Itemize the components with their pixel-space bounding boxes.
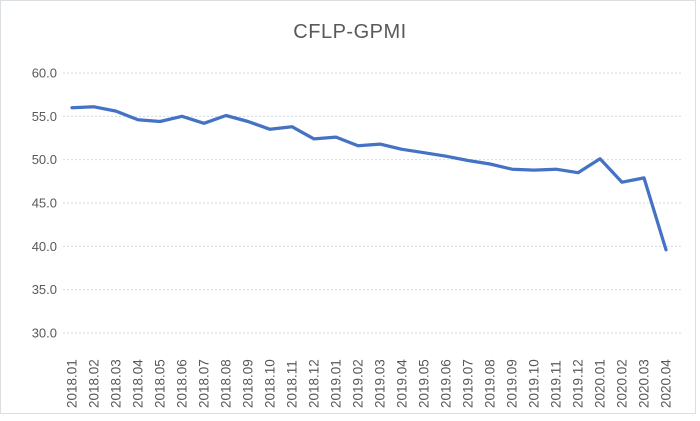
x-tick-label: 2019.07 [461, 359, 476, 408]
y-tick-label: 40.0 [32, 239, 57, 254]
x-tick-label: 2019.03 [373, 359, 388, 408]
x-tick-label: 2018.08 [219, 359, 234, 408]
series-line [70, 105, 668, 252]
chart-title: CFLP-GPMI [293, 21, 407, 43]
x-tick-label: 2019.05 [417, 359, 432, 408]
x-tick-label: 2020.01 [593, 359, 608, 408]
x-tick-label: 2019.09 [505, 359, 520, 408]
x-tick-label: 2019.10 [527, 359, 542, 408]
x-tick-label: 2018.05 [153, 359, 168, 408]
y-tick-label: 30.0 [32, 326, 57, 341]
x-tick-label: 2019.08 [483, 359, 498, 408]
x-tick-label: 2019.12 [571, 359, 586, 408]
x-tick-label: 2018.06 [175, 359, 190, 408]
x-tick-label: 2020.02 [615, 359, 630, 408]
y-tick-label: 45.0 [32, 196, 57, 211]
x-tick-label: 2018.11 [285, 360, 300, 408]
chart-frame [0, 0, 696, 414]
x-tick-label: 2018.03 [109, 359, 124, 408]
x-tick-label: 2018.10 [263, 359, 278, 408]
x-tick-label: 2019.01 [329, 359, 344, 408]
x-tick-label: 2018.04 [131, 359, 146, 408]
x-tick-label: 2020.03 [637, 359, 652, 408]
x-tick-label: 2019.04 [395, 359, 410, 408]
x-tick-label: 2018.09 [241, 359, 256, 408]
y-tick-label: 60.0 [32, 66, 57, 81]
x-tick-label: 2018.12 [307, 359, 322, 408]
x-tick-label: 2019.11 [549, 360, 564, 408]
x-tick-label: 2020.04 [659, 359, 674, 408]
y-tick-label: 55.0 [32, 109, 57, 124]
y-tick-label: 35.0 [32, 282, 57, 297]
x-tick-label: 2018.01 [65, 359, 80, 408]
x-tick-label: 2018.02 [87, 359, 102, 408]
x-tick-label: 2019.06 [439, 359, 454, 408]
x-tick-label: 2018.07 [197, 359, 212, 408]
y-tick-label: 50.0 [32, 152, 57, 167]
x-tick-label: 2019.02 [351, 359, 366, 408]
